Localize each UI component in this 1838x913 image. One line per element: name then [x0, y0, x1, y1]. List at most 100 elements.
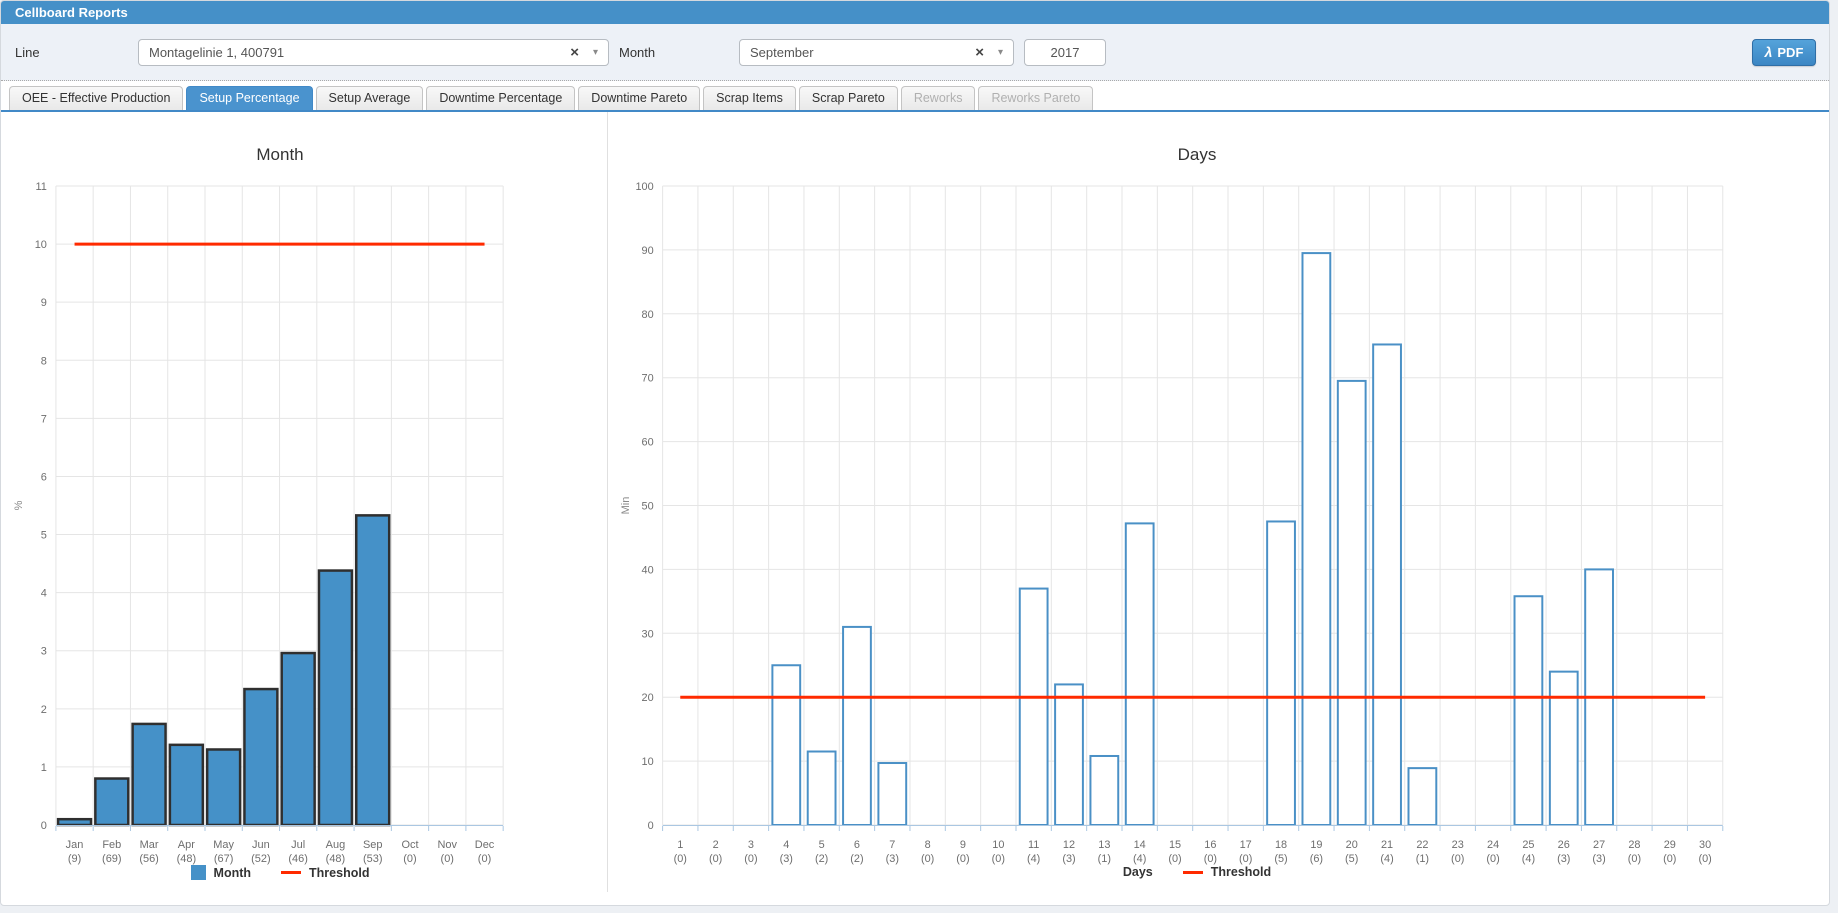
line-select[interactable]: Montagelinie 1, 400791 × ▾ [138, 39, 609, 66]
svg-text:Feb: Feb [102, 839, 121, 851]
svg-text:26: 26 [1558, 839, 1570, 851]
svg-text:(2): (2) [815, 853, 828, 865]
svg-text:13: 13 [1098, 839, 1110, 851]
pdf-button-label: PDF [1777, 45, 1803, 60]
tab-setup-percentage[interactable]: Setup Percentage [186, 86, 312, 110]
svg-text:7: 7 [41, 413, 47, 425]
month-chart-panel: Month 01234567891011Jan(9)Feb(69)Mar(56)… [1, 112, 608, 892]
month-select[interactable]: September × ▾ [739, 39, 1014, 66]
charts-area: Month 01234567891011Jan(9)Feb(69)Mar(56)… [1, 112, 1829, 892]
svg-text:17: 17 [1240, 839, 1252, 851]
svg-text:12: 12 [1063, 839, 1075, 851]
clear-icon[interactable]: × [975, 45, 984, 60]
svg-text:(48): (48) [177, 853, 197, 865]
svg-text:(5): (5) [1345, 853, 1358, 865]
pdf-export-button[interactable]: λ PDF [1752, 39, 1816, 66]
svg-text:22: 22 [1416, 839, 1428, 851]
svg-text:(0): (0) [478, 853, 491, 865]
svg-text:27: 27 [1593, 839, 1605, 851]
svg-text:(0): (0) [1698, 853, 1711, 865]
svg-text:7: 7 [889, 839, 895, 851]
svg-text:(0): (0) [956, 853, 969, 865]
svg-text:9: 9 [41, 297, 47, 309]
svg-text:6: 6 [41, 471, 47, 483]
svg-text:(0): (0) [1204, 853, 1217, 865]
svg-text:1: 1 [41, 762, 47, 774]
year-input[interactable] [1024, 39, 1106, 66]
svg-text:29: 29 [1664, 839, 1676, 851]
svg-text:(69): (69) [102, 853, 122, 865]
svg-text:(0): (0) [403, 853, 416, 865]
svg-text:30: 30 [1699, 839, 1711, 851]
svg-text:Oct: Oct [401, 839, 418, 851]
svg-text:(52): (52) [251, 853, 271, 865]
month-chart-legend: Month Threshold [56, 865, 504, 880]
svg-text:2: 2 [713, 839, 719, 851]
svg-text:19: 19 [1310, 839, 1322, 851]
svg-text:3: 3 [748, 839, 754, 851]
svg-text:5: 5 [819, 839, 825, 851]
month-series-swatch [191, 865, 206, 880]
pdf-reader-icon: λ [1765, 45, 1773, 59]
month-select-value: September [750, 45, 975, 60]
chevron-down-icon[interactable]: ▾ [998, 48, 1003, 58]
svg-text:(48): (48) [326, 853, 346, 865]
svg-text:(3): (3) [1062, 853, 1075, 865]
tab-setup-average[interactable]: Setup Average [316, 86, 424, 110]
svg-text:(3): (3) [1592, 853, 1605, 865]
svg-text:4: 4 [41, 588, 47, 600]
svg-text:20: 20 [642, 692, 654, 704]
svg-text:3: 3 [41, 646, 47, 658]
window-title: Cellboard Reports [1, 1, 1829, 24]
svg-text:Min: Min [620, 497, 632, 515]
svg-text:(6): (6) [1310, 853, 1323, 865]
svg-text:(0): (0) [1663, 853, 1676, 865]
svg-text:Nov: Nov [437, 839, 457, 851]
clear-icon[interactable]: × [570, 45, 579, 60]
tab-scrap-pareto[interactable]: Scrap Pareto [799, 86, 898, 110]
svg-text:Jan: Jan [66, 839, 84, 851]
chevron-down-icon[interactable]: ▾ [593, 48, 598, 58]
svg-text:Mar: Mar [140, 839, 159, 851]
tab-downtime-pareto[interactable]: Downtime Pareto [578, 86, 700, 110]
svg-text:5: 5 [41, 530, 47, 542]
cellboard-reports-widget: Cellboard Reports Line Montagelinie 1, 4… [0, 0, 1830, 906]
svg-text:40: 40 [642, 564, 654, 576]
month-series-label: Month [214, 866, 251, 880]
svg-text:18: 18 [1275, 839, 1287, 851]
tab-oee-effective-production[interactable]: OEE - Effective Production [9, 86, 183, 110]
days-chart-legend: Days Threshold [663, 865, 1731, 879]
svg-text:(0): (0) [1239, 853, 1252, 865]
threshold-line-swatch [281, 871, 301, 874]
svg-text:(0): (0) [674, 853, 687, 865]
svg-text:(3): (3) [886, 853, 899, 865]
tab-downtime-percentage[interactable]: Downtime Percentage [426, 86, 575, 110]
svg-text:(4): (4) [1027, 853, 1040, 865]
svg-text:50: 50 [642, 500, 654, 512]
svg-text:(0): (0) [709, 853, 722, 865]
svg-text:25: 25 [1522, 839, 1534, 851]
svg-text:(3): (3) [780, 853, 793, 865]
svg-text:(0): (0) [1628, 853, 1641, 865]
svg-text:(53): (53) [363, 853, 383, 865]
line-label: Line [15, 45, 40, 60]
svg-text:30: 30 [642, 628, 654, 640]
svg-text:Dec: Dec [475, 839, 495, 851]
svg-text:1: 1 [677, 839, 683, 851]
month-label: Month [619, 45, 655, 60]
svg-text:Sep: Sep [363, 839, 383, 851]
svg-text:(4): (4) [1133, 853, 1146, 865]
tab-reworks: Reworks [901, 86, 976, 110]
svg-text:(0): (0) [744, 853, 757, 865]
days-series-label: Days [1123, 865, 1153, 879]
svg-text:100: 100 [635, 181, 653, 193]
svg-text:10: 10 [642, 756, 654, 768]
svg-text:2: 2 [41, 704, 47, 716]
svg-text:(56): (56) [139, 853, 159, 865]
svg-text:Apr: Apr [178, 839, 195, 851]
threshold-label: Threshold [1211, 865, 1271, 879]
svg-text:15: 15 [1169, 839, 1181, 851]
svg-text:(9): (9) [68, 853, 81, 865]
tab-scrap-items[interactable]: Scrap Items [703, 86, 796, 110]
svg-text:(4): (4) [1522, 853, 1535, 865]
